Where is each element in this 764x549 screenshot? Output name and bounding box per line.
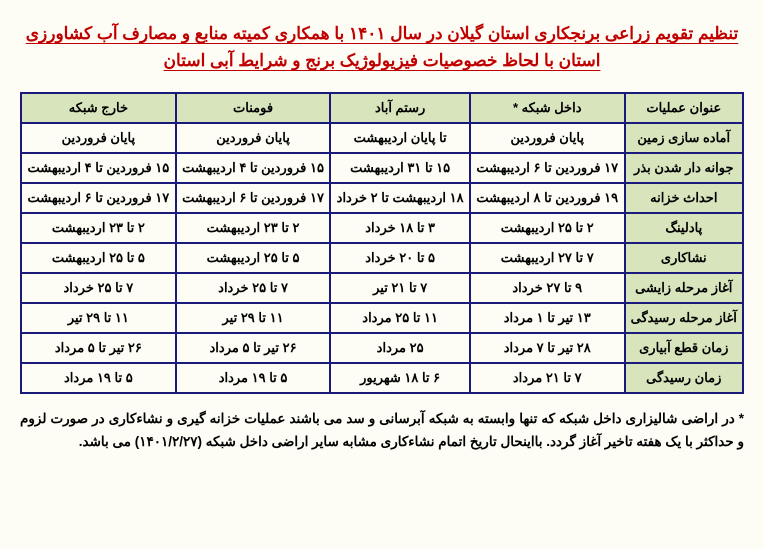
row-label: آغاز مرحله رسیدگی [625, 303, 743, 333]
cell: ۱۷ فروردین تا ۶ اردیبهشت [176, 183, 331, 213]
row-label: آغاز مرحله زایشی [625, 273, 743, 303]
cell: ۱۱ تا ۲۹ تیر [176, 303, 331, 333]
cell: ۱۵ تا ۳۱ اردیبهشت [330, 153, 470, 183]
table-row: آماده سازی زمین پایان فروردین تا پایان ا… [21, 123, 743, 153]
calendar-table: عنوان عملیات داخل شبکه * رستم آباد فومنا… [20, 92, 744, 394]
cell: ۲۶ تیر تا ۵ مرداد [21, 333, 176, 363]
table-header-row: عنوان عملیات داخل شبکه * رستم آباد فومنا… [21, 93, 743, 123]
cell: ۲ تا ۲۳ اردیبهشت [21, 213, 176, 243]
table-row: پادلینگ ۲ تا ۲۵ اردیبهشت ۳ تا ۱۸ خرداد ۲… [21, 213, 743, 243]
table-row: زمان رسیدگی ۷ تا ۲۱ مرداد ۶ تا ۱۸ شهریور… [21, 363, 743, 393]
cell: ۵ تا ۲۰ خرداد [330, 243, 470, 273]
table-row: نشاکاری ۷ تا ۲۷ اردیبهشت ۵ تا ۲۰ خرداد ۵… [21, 243, 743, 273]
col-outside-network: خارج شبکه [21, 93, 176, 123]
cell: ۲۵ مرداد [330, 333, 470, 363]
col-operation: عنوان عملیات [625, 93, 743, 123]
cell: ۵ تا ۱۹ مرداد [21, 363, 176, 393]
row-label: زمان قطع آبیاری [625, 333, 743, 363]
cell: ۶ تا ۱۸ شهریور [330, 363, 470, 393]
table-body: آماده سازی زمین پایان فروردین تا پایان ا… [21, 123, 743, 393]
col-rostamabad: رستم آباد [330, 93, 470, 123]
cell: ۲۶ تیر تا ۵ مرداد [176, 333, 331, 363]
table-row: جوانه دار شدن بذر ۱۷ فروردین تا ۶ اردیبه… [21, 153, 743, 183]
cell: ۷ تا ۲۵ خرداد [21, 273, 176, 303]
cell: ۱۱ تا ۲۹ تیر [21, 303, 176, 333]
cell: ۵ تا ۲۵ اردیبهشت [21, 243, 176, 273]
table-row: زمان قطع آبیاری ۲۸ تیر تا ۷ مرداد ۲۵ مرد… [21, 333, 743, 363]
row-label: آماده سازی زمین [625, 123, 743, 153]
col-inside-network: داخل شبکه * [470, 93, 625, 123]
row-label: پادلینگ [625, 213, 743, 243]
cell: ۲ تا ۲۳ اردیبهشت [176, 213, 331, 243]
cell: ۲ تا ۲۵ اردیبهشت [470, 213, 625, 243]
cell: ۱۵ فروردین تا ۴ اردیبهشت [21, 153, 176, 183]
row-label: نشاکاری [625, 243, 743, 273]
cell: ۷ تا ۲۷ اردیبهشت [470, 243, 625, 273]
cell: ۳ تا ۱۸ خرداد [330, 213, 470, 243]
cell: ۵ تا ۲۵ اردیبهشت [176, 243, 331, 273]
cell: ۵ تا ۱۹ مرداد [176, 363, 331, 393]
col-fumanat: فومنات [176, 93, 331, 123]
cell: ۱۸ اردیبهشت تا ۲ خرداد [330, 183, 470, 213]
title-line-1: تنظیم تقویم زراعی برنجکاری استان گیلان د… [26, 24, 738, 43]
footnote: * در اراضی شالیزاری داخل شبکه که تنها وا… [20, 408, 744, 454]
cell: ۱۷ فروردین تا ۶ اردیبهشت [470, 153, 625, 183]
cell: ۱۵ فروردین تا ۴ اردیبهشت [176, 153, 331, 183]
row-label: جوانه دار شدن بذر [625, 153, 743, 183]
cell: تا پایان اردیبهشت [330, 123, 470, 153]
row-label: زمان رسیدگی [625, 363, 743, 393]
table-row: احداث خزانه ۱۹ فروردین تا ۸ اردیبهشت ۱۸ … [21, 183, 743, 213]
row-label: احداث خزانه [625, 183, 743, 213]
cell: پایان فروردین [470, 123, 625, 153]
cell: ۹ تا ۲۷ خرداد [470, 273, 625, 303]
cell: ۲۸ تیر تا ۷ مرداد [470, 333, 625, 363]
table-row: آغاز مرحله رسیدگی ۱۳ تیر تا ۱ مرداد ۱۱ ت… [21, 303, 743, 333]
cell: ۱۳ تیر تا ۱ مرداد [470, 303, 625, 333]
cell: ۱۹ فروردین تا ۸ اردیبهشت [470, 183, 625, 213]
cell: ۱۷ فروردین تا ۶ اردیبهشت [21, 183, 176, 213]
document-title: تنظیم تقویم زراعی برنجکاری استان گیلان د… [20, 20, 744, 74]
cell: ۷ تا ۲۱ مرداد [470, 363, 625, 393]
cell: پایان فروردین [21, 123, 176, 153]
cell: پایان فروردین [176, 123, 331, 153]
cell: ۱۱ تا ۲۵ مرداد [330, 303, 470, 333]
title-line-2: استان با لحاظ خصوصیات فیزیولوژیک برنج و … [164, 51, 601, 70]
table-row: آغاز مرحله زایشی ۹ تا ۲۷ خرداد ۷ تا ۲۱ ت… [21, 273, 743, 303]
cell: ۷ تا ۲۱ تیر [330, 273, 470, 303]
cell: ۷ تا ۲۵ خرداد [176, 273, 331, 303]
